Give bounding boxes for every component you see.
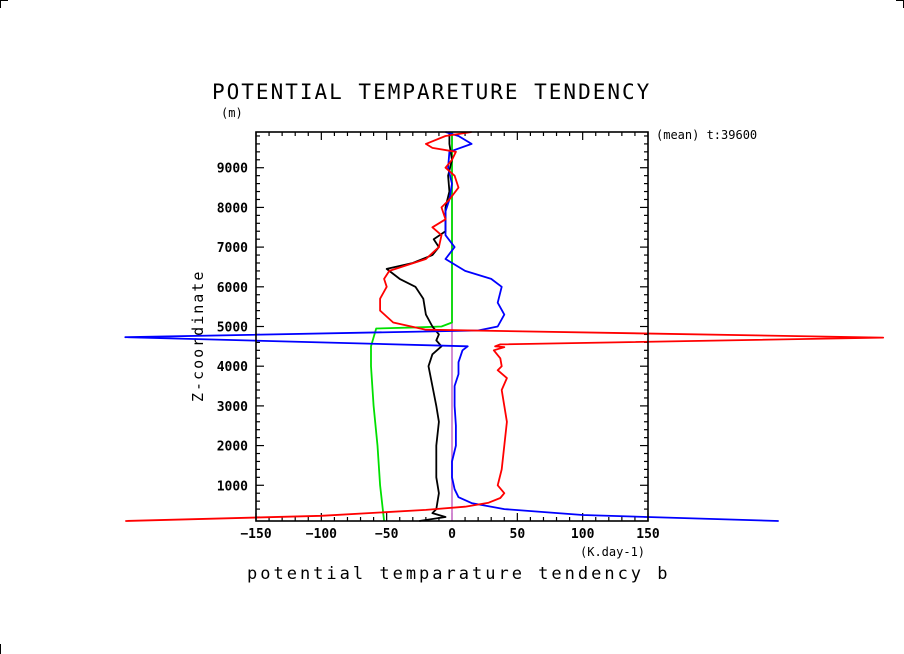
x-tick-label: −50 (375, 527, 399, 542)
y-tick-label: 6000 (217, 281, 248, 296)
series-group (124, 131, 885, 522)
x-unit-label: (K.day-1) (580, 545, 645, 559)
y-tick-label: 8000 (217, 201, 248, 216)
y-tick-label: 4000 (217, 360, 248, 375)
x-tick-label: 50 (510, 527, 526, 542)
y-tick-label: 1000 (217, 479, 248, 494)
x-tick-label: 0 (448, 527, 456, 542)
series-line (124, 131, 779, 522)
x-tick-label: −100 (306, 527, 337, 542)
y-tick-label: 9000 (217, 162, 248, 177)
y-tick-label: 3000 (217, 400, 248, 415)
series-line (125, 131, 885, 522)
y-tick-label: 7000 (217, 241, 248, 256)
y-unit-label: (m) (221, 106, 243, 120)
chart-title: POTENTIAL TEMPARETURE TENDENCY (212, 80, 651, 104)
y-tick-label: 2000 (217, 440, 248, 455)
x-axis-label: potential temparature tendency b (247, 564, 671, 584)
x-tick-label: −150 (240, 527, 271, 542)
annotation-label: (mean) t:39600 (656, 128, 757, 142)
y-ticks: 1000 2000 3000 4000 5000 6000 7000 8000 9000 (217, 135, 648, 518)
plot-frame (255, 131, 649, 522)
series-line (370, 132, 453, 522)
x-tick-label: 100 (571, 527, 595, 542)
x-tick-label: 150 (636, 527, 660, 542)
y-tick-label: 5000 (217, 321, 248, 336)
